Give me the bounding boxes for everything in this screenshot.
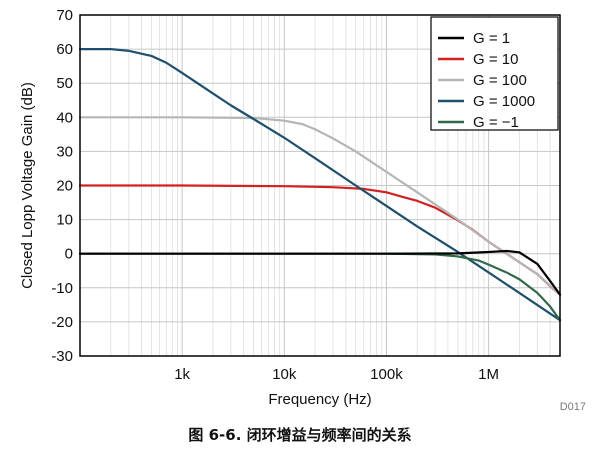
series-lines: [78, 48, 562, 322]
figure-id: D017: [560, 401, 586, 413]
x-axis-label: Frequency (Hz): [268, 391, 371, 408]
y-tick-label: 40: [56, 109, 73, 126]
y-tick-label: 50: [56, 75, 73, 92]
y-axis-label: Closed Lopp Voltage Gain (dB): [19, 82, 36, 289]
x-tick-label: 10k: [272, 366, 297, 383]
y-tick-label: 0: [65, 246, 73, 263]
y-tick-label: 60: [56, 41, 73, 58]
y-tick-label: -10: [51, 280, 73, 297]
x-axis-tick-labels: 1k 10k 100k 1M: [174, 366, 499, 383]
series-line-4: [78, 48, 562, 322]
x-tick-label: 1M: [478, 366, 499, 383]
y-tick-label: 70: [56, 7, 73, 24]
legend: G = 1 G = 10 G = 100 G = 1000 G = −1: [430, 16, 559, 131]
watermark: 知乎 @硬件工程师炼成之路: [400, 419, 585, 437]
plot-area-frame: [79, 14, 561, 357]
y-tick-label: -20: [51, 314, 73, 331]
y-axis-tick-labels: 70 60 50 40 30 20 10 0 -10 -20 -30: [51, 7, 73, 365]
y-tick-label: 20: [56, 178, 73, 195]
y-tick-label: 10: [56, 212, 73, 229]
legend-label: G = 10: [473, 51, 518, 68]
series-line-1: [78, 249, 562, 296]
y-tick-label: 30: [56, 143, 73, 160]
x-tick-label: 100k: [370, 366, 403, 383]
x-tick-label: 1k: [174, 366, 190, 383]
legend-label: G = 1000: [473, 93, 535, 110]
y-tick-label: -30: [51, 348, 73, 365]
legend-label: G = −1: [473, 114, 519, 131]
legend-label: G = 1: [473, 30, 510, 47]
figure-caption: 图 6-6. 闭环增益与频率间的关系: [188, 426, 411, 444]
legend-box: [430, 16, 559, 131]
legend-label: G = 100: [473, 72, 527, 89]
series-line-5: [78, 252, 562, 322]
series-line-3: [78, 116, 562, 296]
